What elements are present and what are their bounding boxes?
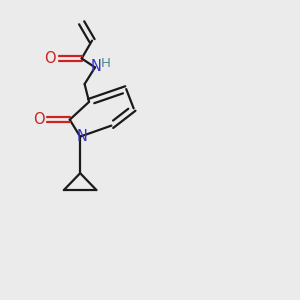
Text: O: O [33,112,44,127]
Text: N: N [77,129,88,144]
Text: N: N [91,59,101,74]
Text: O: O [45,51,56,66]
Text: H: H [100,57,110,70]
